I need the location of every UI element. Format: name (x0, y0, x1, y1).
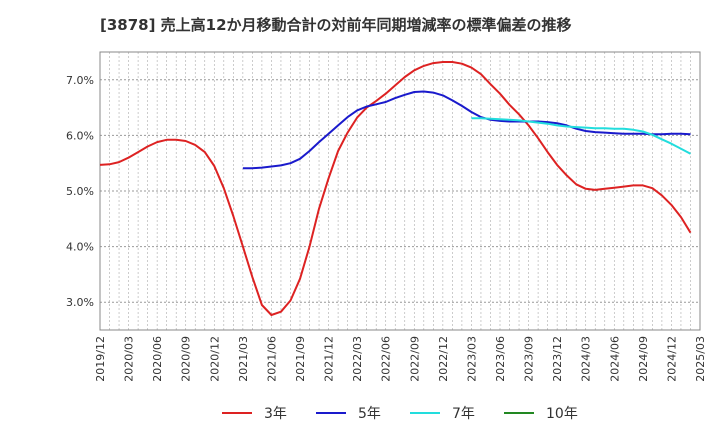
x-tick-label: 2021/06 (265, 336, 278, 382)
x-tick-label: 2020/06 (151, 336, 164, 382)
y-tick-label: 5.0% (66, 185, 94, 198)
chart-title: [3878] 売上高12か月移動合計の対前年同期増減率の標準偏差の推移 (100, 16, 572, 34)
legend-label: 3年 (264, 406, 287, 422)
x-tick-label: 2024/09 (637, 336, 650, 382)
x-tick-label: 2020/12 (208, 336, 221, 382)
x-tick-label: 2023/03 (465, 336, 478, 382)
y-axis-ticks: 3.0% 4.0% 5.0% 6.0% 7.0% (66, 74, 94, 309)
x-tick-label: 2023/09 (523, 336, 536, 382)
y-tick-label: 6.0% (66, 129, 94, 142)
x-tick-label: 2021/12 (323, 336, 336, 382)
x-tick-label: 2021/09 (294, 336, 307, 382)
x-tick-label: 2022/12 (437, 336, 450, 382)
legend-label: 7年 (452, 406, 475, 422)
x-tick-label: 2022/03 (351, 336, 364, 382)
x-axis-ticks: 2019/12 2020/03 2020/06 2020/09 2020/12 2021/… (94, 336, 707, 382)
x-tick-label: 2025/03 (694, 336, 707, 382)
y-tick-label: 4.0% (66, 241, 94, 254)
x-tick-label: 2022/09 (408, 336, 421, 382)
x-tick-label: 2024/03 (580, 336, 593, 382)
plot-area-frame (99, 51, 701, 331)
x-tick-label: 2024/06 (608, 336, 621, 382)
x-tick-label: 2019/12 (94, 336, 107, 382)
y-tick-label: 7.0% (66, 74, 94, 87)
series-line (471, 117, 691, 155)
x-tick-label: 2020/03 (123, 336, 136, 382)
legend-label: 10年 (546, 406, 578, 422)
series-lines (99, 61, 692, 316)
x-tick-label: 2020/09 (180, 336, 193, 382)
legend: 3年 5年 7年 10年 (222, 406, 578, 422)
y-tick-label: 3.0% (66, 296, 94, 309)
series-line (99, 61, 692, 316)
x-tick-label: 2023/06 (494, 336, 507, 382)
x-tick-label: 2021/03 (237, 336, 250, 382)
grid-lines (100, 52, 700, 330)
x-tick-label: 2023/12 (551, 336, 564, 382)
x-tick-label: 2022/06 (380, 336, 393, 382)
x-tick-label: 2024/12 (665, 336, 678, 382)
series-line (242, 90, 691, 170)
legend-label: 5年 (358, 406, 381, 422)
